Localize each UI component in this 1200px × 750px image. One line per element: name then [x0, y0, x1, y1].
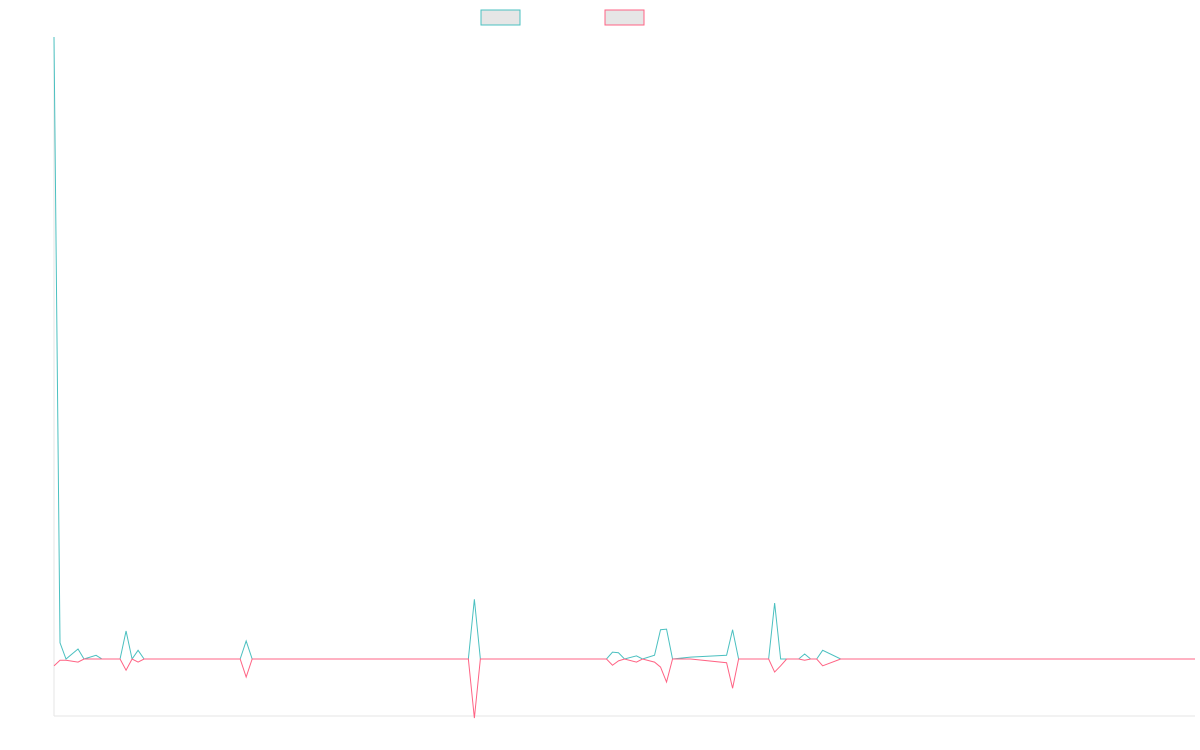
legend-swatch	[480, 9, 521, 26]
series-line	[53, 36, 1195, 661]
series-line	[53, 658, 1195, 719]
legend-swatch	[604, 9, 645, 26]
